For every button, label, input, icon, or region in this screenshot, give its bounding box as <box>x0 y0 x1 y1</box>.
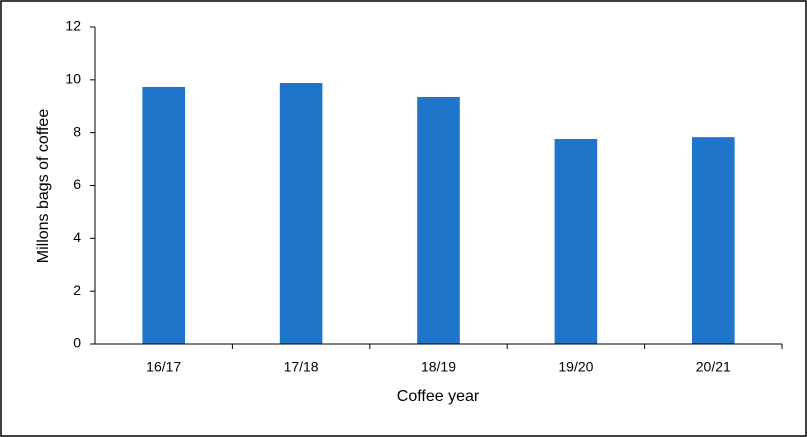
x-tick-label: 18/19 <box>421 359 456 375</box>
bar <box>692 137 735 344</box>
y-tick-label: 8 <box>73 123 81 139</box>
bar <box>554 139 598 344</box>
x-axis-title: Coffee year <box>397 388 480 405</box>
bar <box>142 86 185 345</box>
y-tick-label: 4 <box>73 229 81 245</box>
bar <box>417 97 460 344</box>
y-tick-label: 10 <box>65 71 81 87</box>
y-tick-label: 2 <box>73 282 81 298</box>
x-tick-label: 19/20 <box>558 359 593 375</box>
y-axis-title: Millons bags of coffee <box>35 109 52 264</box>
y-tick-label: 12 <box>65 18 81 34</box>
y-tick-label: 0 <box>73 335 81 351</box>
x-tick-label: 20/21 <box>696 359 731 375</box>
y-tick-label: 6 <box>73 176 81 192</box>
bar <box>279 83 323 345</box>
x-tick-label: 16/17 <box>146 359 181 375</box>
x-tick-label: 17/18 <box>284 359 319 375</box>
